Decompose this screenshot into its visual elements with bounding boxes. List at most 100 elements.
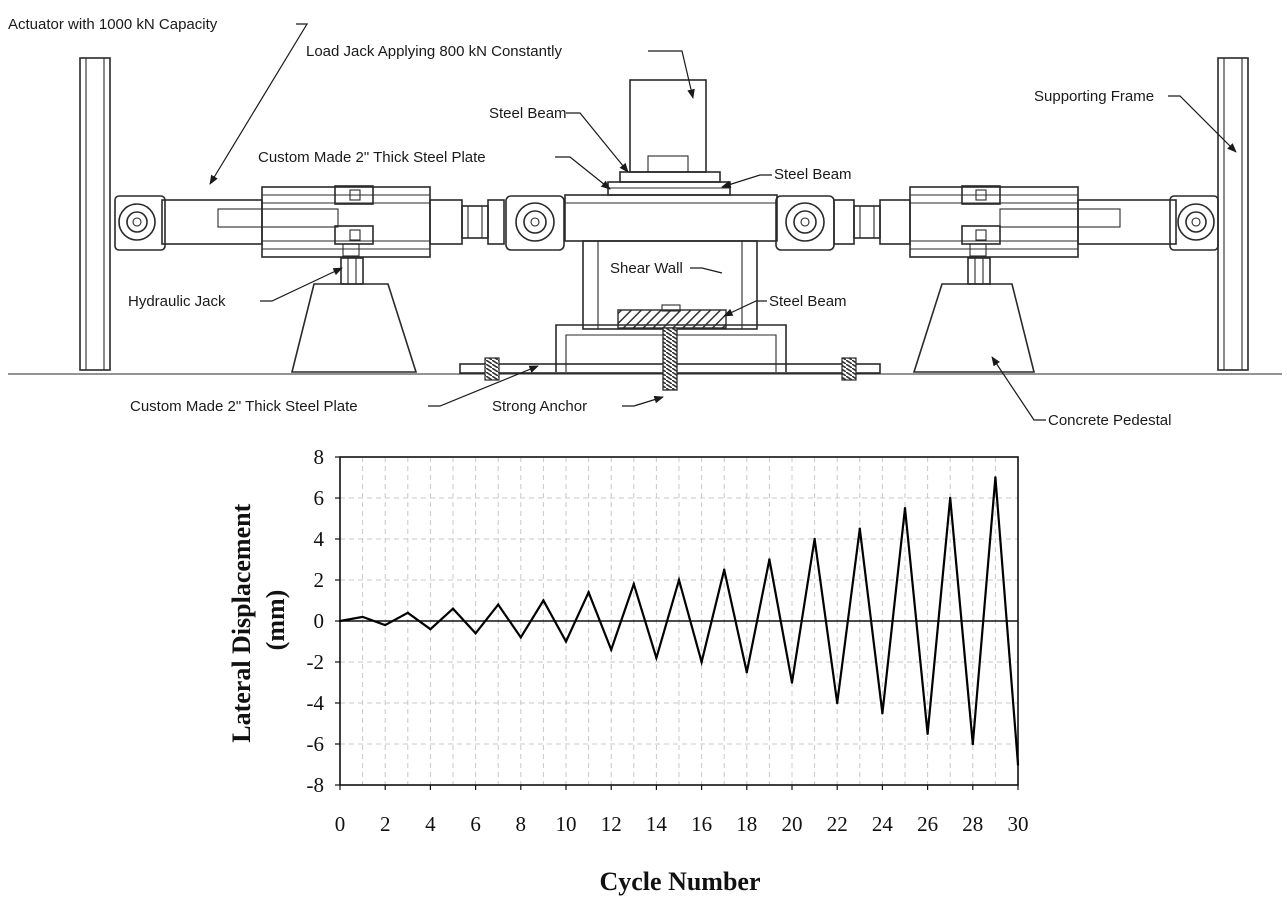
data-point [994, 476, 997, 479]
data-point [971, 742, 974, 746]
x-tick-label: 6 [470, 812, 481, 836]
bolt-left [484, 357, 500, 381]
leader-load-jack [648, 50, 695, 99]
data-point [836, 701, 839, 705]
bolt-right [841, 357, 857, 381]
supporting-frame-right [1217, 57, 1249, 371]
data-point [858, 527, 861, 530]
leader-steel-beam-top [566, 112, 629, 173]
y-axis-title: Lateral Displacement (mm) [227, 497, 290, 743]
data-point [361, 615, 364, 619]
data-point [384, 623, 387, 627]
data-point [406, 611, 409, 614]
data-point [542, 599, 545, 602]
x-tick-label: 28 [962, 812, 983, 836]
data-point [903, 507, 907, 510]
data-point [700, 660, 703, 664]
steel-beam-top [619, 171, 721, 183]
y-axis-title-line-2: (mm) [261, 590, 290, 651]
y-axis-title-line-1: Lateral Displacement [227, 503, 256, 742]
x-axis-title: Cycle Number [599, 867, 760, 896]
label-actuator: Actuator with 1000 kN Capacity [8, 16, 218, 33]
x-tick-label: 30 [1008, 812, 1029, 836]
label-load-jack: Load Jack Applying 800 kN Constantly [306, 43, 562, 60]
label-steel-beam-top: Steel Beam [489, 105, 567, 122]
data-point [745, 671, 748, 674]
label-steel-plate-bottom: Custom Made 2" Thick Steel Plate [130, 398, 358, 415]
leader-steel-plate-bottom [428, 365, 539, 407]
y-tick-label: -8 [307, 773, 325, 797]
data-point [429, 628, 432, 631]
data-point [926, 732, 929, 735]
x-tick-label: 16 [691, 812, 712, 836]
label-steel-beam-right: Steel Beam [774, 166, 852, 183]
y-tick-label: 4 [314, 527, 325, 551]
data-point [519, 636, 522, 639]
concrete-pedestal-right [912, 283, 1036, 373]
concrete-pedestal-left [290, 283, 418, 373]
label-steel-plate-top: Custom Made 2" Thick Steel Plate [258, 149, 486, 166]
hydraulic-jack-right [967, 243, 991, 285]
x-tick-label: 10 [556, 812, 577, 836]
label-shear-wall: Shear Wall [610, 260, 683, 277]
leader-strong-anchor [622, 395, 664, 407]
test-setup-drawing: Actuator with 1000 kN Capacity Load Jack… [8, 16, 1282, 429]
x-tick-label: 0 [335, 812, 346, 836]
y-tick-label: -2 [307, 650, 325, 674]
x-tick-label: 26 [917, 812, 938, 836]
label-steel-beam-lower: Steel Beam [769, 293, 847, 310]
y-tick-label: 8 [314, 445, 325, 469]
data-point [813, 537, 816, 541]
data-point [610, 648, 613, 651]
x-tick-label: 4 [425, 812, 436, 836]
x-tick-label: 14 [646, 812, 668, 836]
leader-actuator [209, 23, 309, 185]
data-point [451, 607, 455, 610]
actuator-right [775, 185, 1219, 258]
x-tick-label: 8 [516, 812, 527, 836]
data-point [497, 603, 500, 606]
leader-hydraulic-jack [260, 267, 343, 302]
label-hydraulic-jack: Hydraulic Jack [128, 293, 226, 310]
x-tick-label: 24 [872, 812, 894, 836]
label-supporting-frame: Supporting Frame [1034, 88, 1154, 105]
data-point [677, 578, 681, 582]
data-point [1016, 763, 1020, 766]
x-tick-label: 2 [380, 812, 391, 836]
actuator-left [114, 185, 565, 258]
loading-beam [564, 194, 778, 242]
data-point [949, 496, 952, 500]
y-tick-label: -6 [307, 732, 325, 756]
label-concrete-pedestal: Concrete Pedestal [1048, 412, 1171, 429]
data-point [723, 568, 726, 571]
x-tick-label: 22 [827, 812, 848, 836]
data-point [564, 640, 568, 643]
y-tick-label: 6 [314, 486, 325, 510]
data-point [587, 591, 590, 594]
data-point [768, 558, 771, 561]
data-point [632, 582, 635, 586]
leader-steel-plate-top [555, 156, 611, 190]
data-point [790, 681, 794, 684]
x-tick-label: 20 [782, 812, 803, 836]
y-tick-label: 0 [314, 609, 325, 633]
supporting-frame-left [79, 57, 111, 371]
data-point [338, 619, 342, 623]
hydraulic-jack-left [340, 243, 364, 285]
leader-concrete-pedestal [991, 356, 1046, 421]
x-tick-label: 18 [736, 812, 757, 836]
leader-shear-wall [690, 267, 723, 274]
x-tick-label: 12 [601, 812, 622, 836]
y-tick-label: 2 [314, 568, 325, 592]
leader-steel-beam-right [721, 174, 772, 189]
leader-steel-beam-lower [723, 300, 767, 317]
leader-supporting-frame [1168, 95, 1237, 153]
chart-series [338, 476, 1020, 766]
data-point [655, 656, 658, 660]
label-strong-anchor: Strong Anchor [492, 398, 587, 415]
strong-anchor [662, 327, 678, 391]
y-tick-label: -4 [307, 691, 325, 715]
